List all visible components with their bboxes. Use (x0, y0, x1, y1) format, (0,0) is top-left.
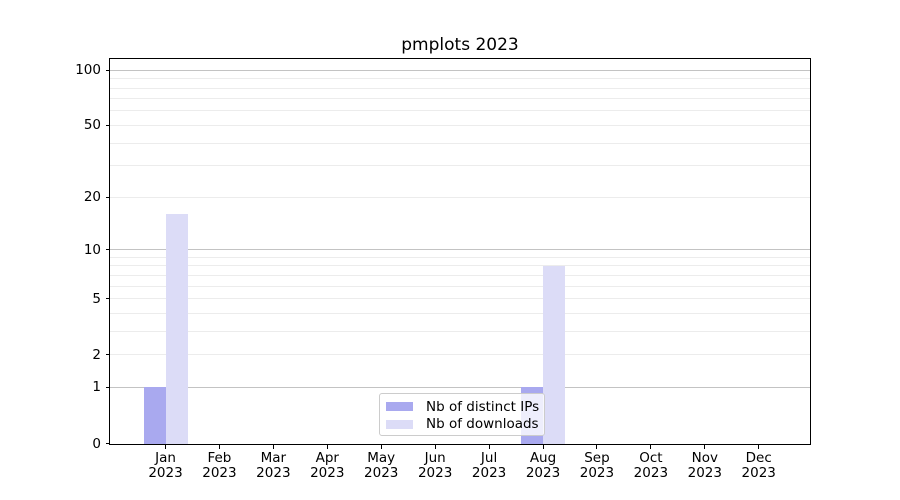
legend-label-downloads: Nb of downloads (426, 416, 539, 433)
y-tick-label-10: 10 (83, 241, 101, 258)
gridline-9 (110, 256, 810, 258)
y-tick-label-1: 1 (92, 379, 101, 396)
legend-row-distinct-ips: Nb of distinct IPs (386, 398, 540, 416)
y-tick-mark-20 (106, 196, 110, 198)
gridline-4 (110, 312, 810, 314)
gridline-60 (110, 110, 810, 112)
x-tick-label-jul: Jul 2023 (471, 449, 507, 481)
x-tick-label-sep: Sep 2023 (579, 449, 615, 481)
gridline-30 (110, 165, 810, 167)
gridline-10 (110, 249, 810, 251)
x-tick-mark-mar (272, 444, 274, 449)
y-tick-label-2: 2 (92, 346, 101, 363)
gridline-40 (110, 142, 810, 144)
bar-jan-downloads (165, 214, 188, 444)
gridline-3 (110, 330, 810, 332)
gridline-5 (110, 298, 810, 300)
y-tick-label-0: 0 (92, 435, 101, 452)
chart-title: pmplots 2023 (401, 35, 519, 55)
y-tick-mark-10 (106, 249, 110, 251)
y-tick-mark-50 (106, 124, 110, 126)
gridline-90 (110, 78, 810, 80)
legend-swatch-distinct-ips (386, 402, 413, 412)
y-tick-mark-100 (106, 69, 110, 71)
x-tick-mark-jun (434, 444, 436, 449)
x-tick-mark-may (380, 444, 382, 449)
y-tick-label-100: 100 (75, 62, 101, 79)
y-tick-mark-1 (106, 386, 110, 388)
y-tick-mark-0 (106, 443, 110, 444)
legend-row-downloads: Nb of downloads (386, 416, 539, 434)
gridline-1 (110, 386, 810, 388)
gridline-80 (110, 87, 810, 89)
bar-jan-distinct-ips (143, 387, 166, 444)
x-tick-mark-nov (704, 444, 706, 449)
x-tick-mark-sep (596, 444, 598, 449)
legend: Nb of distinct IPs Nb of downloads (379, 393, 545, 436)
gridline-2 (110, 354, 810, 356)
y-tick-label-50: 50 (83, 117, 101, 134)
x-tick-label-jan: Jan 2023 (148, 449, 183, 481)
gridline-100 (110, 69, 810, 71)
y-tick-mark-5 (106, 298, 110, 300)
gridline-50 (110, 124, 810, 126)
x-tick-mark-feb (218, 444, 220, 449)
x-tick-label-apr: Apr 2023 (310, 449, 345, 481)
x-tick-label-aug: Aug 2023 (525, 449, 561, 481)
x-tick-mark-oct (650, 444, 652, 449)
x-tick-mark-jan (165, 444, 166, 449)
y-axis: 0 1 2 5 10 20 50 100 (0, 59, 110, 452)
plot-area (109, 58, 811, 445)
gridline-6 (110, 285, 810, 287)
x-tick-label-jun: Jun 2023 (417, 449, 453, 481)
x-tick-label-mar: Mar 2023 (256, 449, 291, 481)
y-tick-label-20: 20 (83, 189, 101, 206)
y-tick-label-5: 5 (92, 290, 101, 307)
legend-label-distinct-ips: Nb of distinct IPs (426, 398, 540, 415)
x-tick-mark-dec (758, 444, 760, 449)
x-axis: Jan 2023 Feb 2023 Mar 2023 Apr 2023 May 2023 Jun 20… (110, 444, 810, 495)
gridline-70 (110, 98, 810, 100)
bar-aug-downloads (543, 265, 565, 444)
x-tick-mark-jul (488, 444, 490, 449)
gridline-20 (110, 196, 810, 198)
x-tick-label-dec: Dec 2023 (741, 449, 776, 481)
y-tick-mark-2 (106, 354, 110, 356)
x-tick-mark-aug (542, 444, 544, 449)
gridline-8 (110, 265, 810, 267)
legend-swatch-downloads (386, 419, 413, 429)
x-tick-mark-apr (326, 444, 328, 449)
x-tick-label-nov: Nov 2023 (687, 449, 722, 481)
x-tick-label-may: May 2023 (364, 449, 399, 481)
gridline-7 (110, 274, 810, 276)
x-tick-label-oct: Oct 2023 (633, 449, 669, 481)
x-tick-label-feb: Feb 2023 (202, 449, 237, 481)
